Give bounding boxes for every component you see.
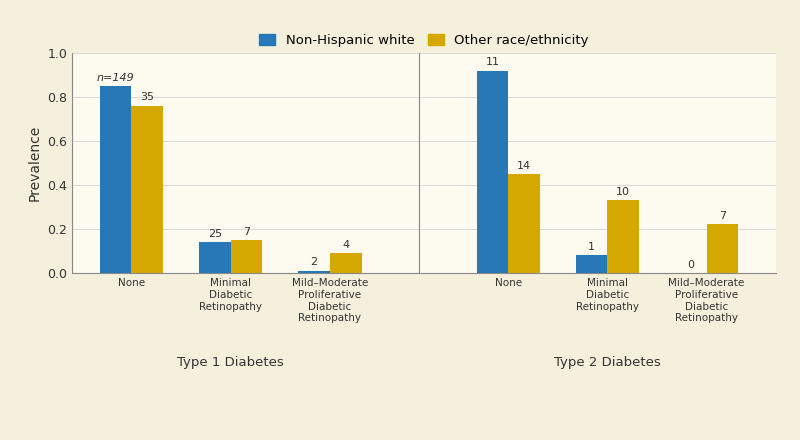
Bar bbox=[330, 253, 362, 273]
Text: 1: 1 bbox=[588, 242, 595, 252]
Bar bbox=[706, 224, 738, 273]
Bar bbox=[298, 271, 330, 273]
Bar bbox=[131, 106, 163, 273]
Bar bbox=[576, 255, 607, 273]
Text: 7: 7 bbox=[243, 227, 250, 237]
Legend: Non-Hispanic white, Other race/ethnicity: Non-Hispanic white, Other race/ethnicity bbox=[254, 29, 594, 52]
Text: 10: 10 bbox=[616, 187, 630, 197]
Text: Type 2 Diabetes: Type 2 Diabetes bbox=[554, 356, 661, 369]
Bar bbox=[607, 200, 639, 273]
Text: 25: 25 bbox=[208, 229, 222, 239]
Bar bbox=[100, 86, 131, 273]
Text: 4: 4 bbox=[342, 240, 350, 250]
Text: Type 1 Diabetes: Type 1 Diabetes bbox=[178, 356, 284, 369]
Text: 35: 35 bbox=[140, 92, 154, 103]
Bar bbox=[230, 240, 262, 273]
Y-axis label: Prevalence: Prevalence bbox=[27, 125, 42, 201]
Text: 11: 11 bbox=[486, 57, 499, 67]
Text: 0: 0 bbox=[687, 260, 694, 270]
Text: 2: 2 bbox=[310, 257, 318, 268]
Bar bbox=[477, 70, 508, 273]
Bar bbox=[199, 242, 230, 273]
Bar bbox=[508, 174, 540, 273]
Text: 7: 7 bbox=[719, 211, 726, 221]
Text: 14: 14 bbox=[517, 161, 531, 171]
Text: n=149: n=149 bbox=[97, 73, 134, 83]
